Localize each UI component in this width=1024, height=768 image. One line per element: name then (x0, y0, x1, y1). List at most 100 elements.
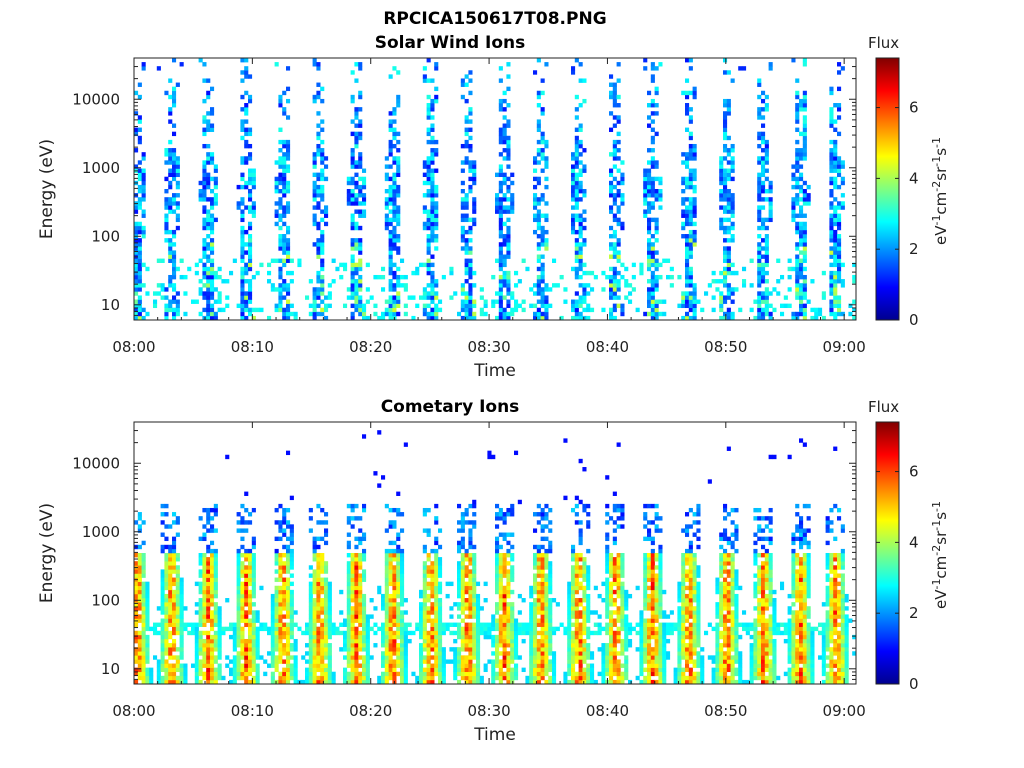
heatmap-cell (202, 630, 207, 636)
heatmap-cell (491, 659, 496, 664)
heatmap-cell (757, 197, 762, 202)
heatmap-cell (320, 274, 325, 280)
heatmap-cell (164, 553, 169, 558)
heatmap-cell (164, 577, 169, 582)
heatmap-cell (392, 111, 397, 116)
heatmap-cell (141, 589, 146, 595)
heatmap-cell (396, 569, 401, 574)
heatmap-cell (153, 303, 158, 309)
heatmap-cell (282, 152, 287, 157)
heatmap-cell (244, 565, 249, 570)
heatmap-cell (616, 115, 621, 120)
heatmap-cell (422, 78, 427, 83)
heatmap-cell (616, 131, 621, 137)
heatmap-cell (723, 197, 728, 202)
heatmap-cell (829, 189, 834, 194)
heatmap-cell (320, 176, 325, 182)
heatmap-cell (396, 593, 401, 599)
heatmap-cell (354, 184, 359, 190)
heatmap-cell (145, 622, 150, 627)
heatmap-cell (506, 197, 511, 202)
heatmap-cell (571, 315, 576, 321)
heatmap-cell (358, 303, 363, 309)
heatmap-cell (688, 266, 693, 272)
heatmap-cell (498, 242, 503, 247)
heatmap-cell (354, 573, 359, 578)
heatmap-cell (688, 242, 693, 247)
heatmap-cell (384, 659, 389, 664)
heatmap-cell (650, 160, 655, 165)
heatmap-cell (574, 303, 579, 309)
heatmap-cell (658, 299, 663, 304)
heatmap-cell (213, 512, 218, 517)
heatmap-cell (434, 626, 439, 632)
heatmap-cell (244, 659, 249, 664)
heatmap-cell (434, 246, 439, 251)
heatmap-cell (312, 581, 317, 587)
heatmap-cell (726, 291, 731, 296)
heatmap-cell (445, 622, 450, 627)
heatmap-cell (544, 156, 549, 161)
plot-frame (133, 57, 857, 321)
heatmap-cell (757, 180, 762, 186)
heatmap-cell (457, 565, 462, 570)
heatmap-cell (650, 119, 655, 124)
heatmap-cell (278, 238, 283, 243)
heatmap-cell (476, 651, 481, 656)
heatmap-cell (388, 164, 393, 169)
heatmap-cell (799, 172, 804, 178)
heatmap-cell (590, 307, 595, 313)
heatmap-cell (445, 659, 450, 664)
heatmap-cell (426, 651, 431, 656)
heatmap-cell (852, 299, 857, 304)
heatmap-cell (536, 266, 541, 272)
heatmap-cell (449, 659, 454, 664)
heatmap-cell (137, 655, 142, 660)
heatmap-cell (244, 618, 249, 623)
heatmap-cell (571, 152, 576, 157)
heatmap-cell (616, 217, 621, 223)
heatmap-cell (533, 176, 538, 182)
heatmap-cell (719, 168, 724, 173)
heatmap-cell (430, 270, 435, 276)
heatmap-cell (392, 197, 397, 202)
heatmap-cell (244, 553, 249, 558)
heatmap-cell (350, 618, 355, 623)
heatmap-cell (282, 246, 287, 251)
heatmap-cell (354, 643, 359, 648)
heatmap-cell (134, 131, 139, 137)
heatmap-cell (426, 638, 431, 644)
heatmap-cell (210, 602, 215, 607)
heatmap-cell (795, 156, 800, 161)
heatmap-cell (308, 655, 313, 660)
heatmap-cell (460, 225, 465, 231)
heatmap-cell (574, 205, 579, 210)
heatmap-cell (400, 671, 405, 677)
heatmap-cell (278, 139, 283, 145)
heatmap-cell (426, 585, 431, 591)
heatmap-cell (286, 143, 291, 149)
heatmap-cell (799, 98, 804, 104)
heatmap-cell (487, 626, 492, 632)
heatmap-cell (362, 434, 367, 439)
heatmap-cell (327, 303, 332, 309)
heatmap-cell (282, 577, 287, 582)
heatmap-cell (612, 184, 617, 190)
heatmap-cell (802, 90, 807, 96)
heatmap-cell (502, 516, 507, 521)
heatmap-cell (179, 643, 184, 648)
heatmap-cell (286, 659, 291, 664)
heatmap-cell (392, 217, 397, 223)
heatmap-cell (179, 630, 184, 636)
heatmap-cell (571, 217, 576, 223)
heatmap-cell (586, 315, 591, 321)
heatmap-cell (293, 311, 298, 317)
heatmap-cell (316, 274, 321, 280)
heatmap-cell (358, 536, 363, 542)
heatmap-cell (160, 679, 165, 685)
heatmap-cell (540, 131, 545, 137)
heatmap-cell (141, 630, 146, 636)
heatmap-cell (358, 663, 363, 668)
heatmap-cell (164, 618, 169, 623)
heatmap-cell (654, 131, 659, 137)
